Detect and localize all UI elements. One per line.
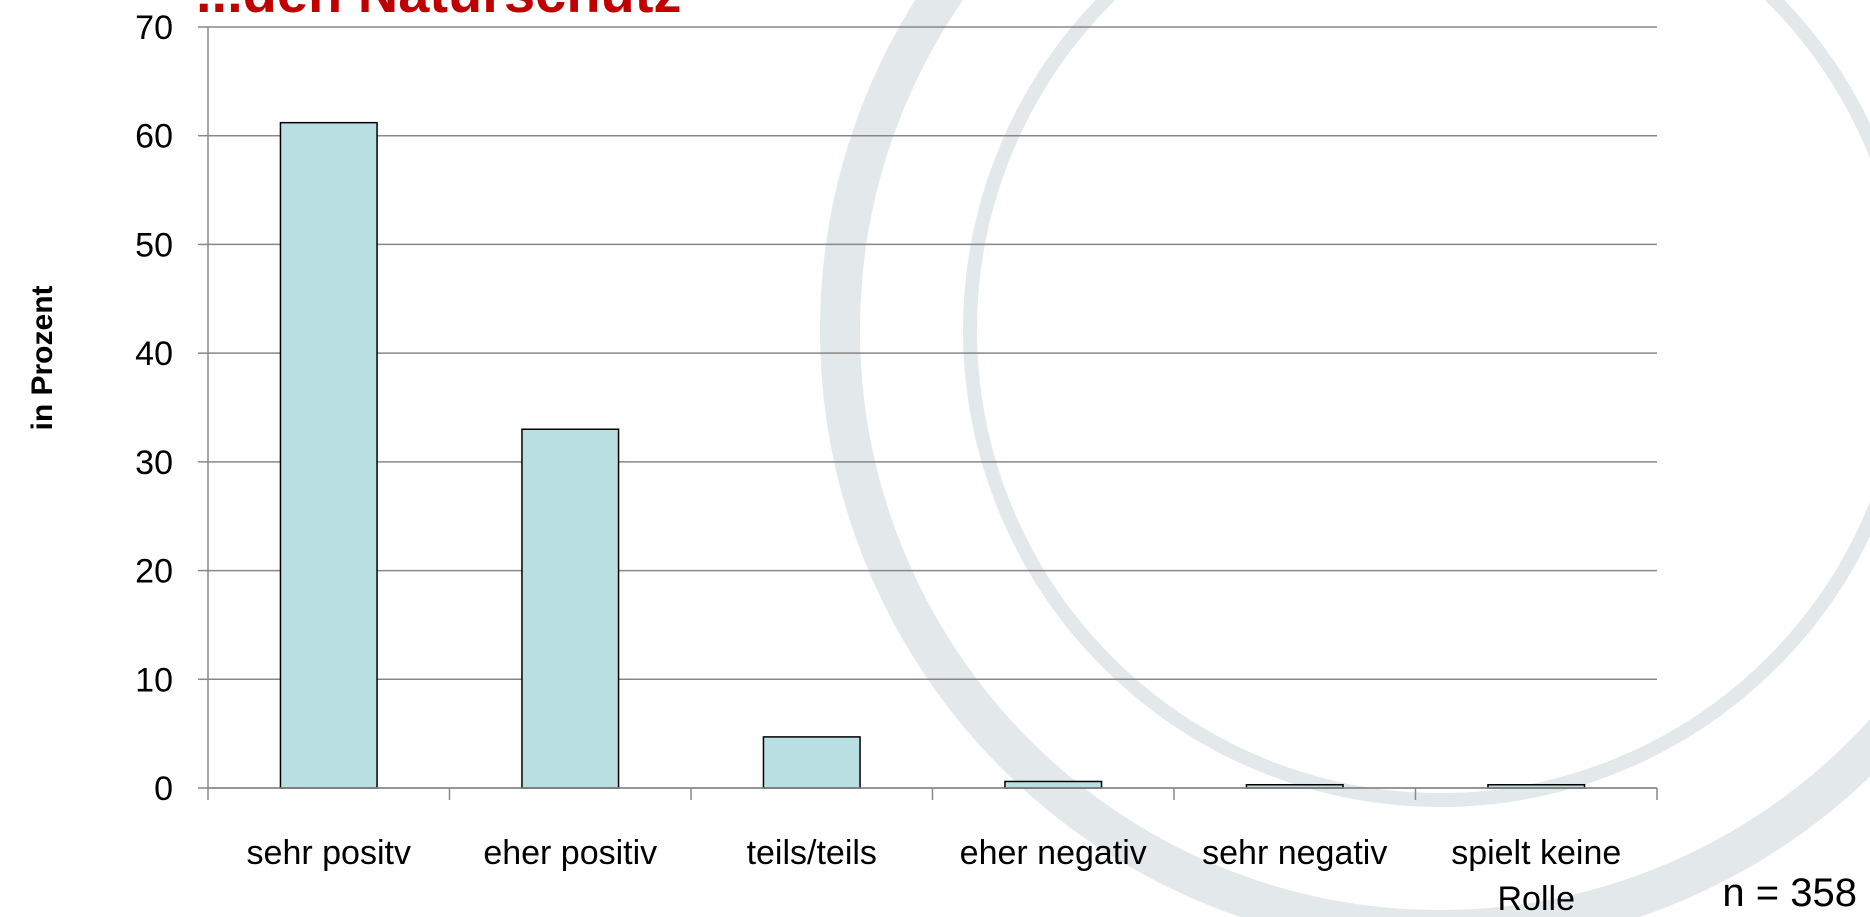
page: ...den Naturschutz in Prozent n = 358 0 1… bbox=[0, 0, 1870, 917]
y-tick-label: 70 bbox=[135, 9, 173, 47]
y-tick-label: 20 bbox=[135, 553, 173, 591]
x-tick-label: eher positiv bbox=[450, 830, 692, 876]
chart: ...den Naturschutz in Prozent n = 358 0 1… bbox=[0, 0, 1870, 917]
y-tick-label: 60 bbox=[135, 118, 173, 156]
y-tick-label: 40 bbox=[135, 335, 173, 373]
x-tick-label: teils/teils bbox=[691, 830, 933, 876]
x-tick-label: eher negativ bbox=[933, 830, 1175, 876]
bar bbox=[1005, 781, 1102, 788]
sample-size: n = 358 bbox=[1722, 871, 1857, 915]
y-tick-label: 0 bbox=[154, 770, 173, 808]
x-tick-label: spielt keine Rolle bbox=[1416, 830, 1658, 917]
bar bbox=[763, 737, 860, 788]
watermark-seal bbox=[840, 0, 1870, 917]
bar bbox=[280, 123, 377, 788]
y-tick-label: 10 bbox=[135, 661, 173, 699]
x-tick-label: sehr negativ bbox=[1174, 830, 1416, 876]
chart-title: ...den Naturschutz bbox=[196, 0, 681, 24]
x-tick-label: sehr positv bbox=[208, 830, 450, 876]
y-tick-label: 30 bbox=[135, 444, 173, 482]
y-axis-label: in Prozent bbox=[26, 285, 59, 430]
y-tick-label: 50 bbox=[135, 226, 173, 264]
bar bbox=[522, 429, 619, 788]
